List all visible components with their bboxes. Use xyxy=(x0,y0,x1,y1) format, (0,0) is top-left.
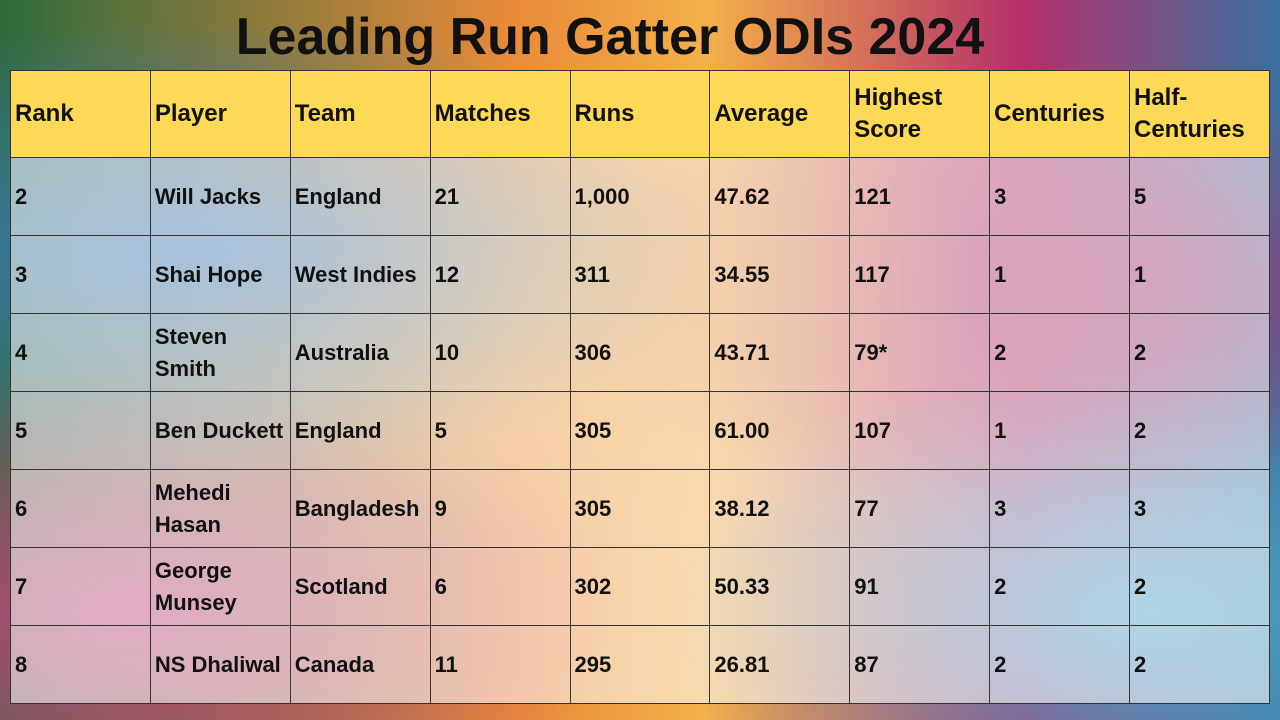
table-cell: Australia xyxy=(289,313,431,392)
table-cell: 1 xyxy=(1129,235,1270,314)
table-cell: 4 xyxy=(10,313,151,392)
table-cell: 6 xyxy=(429,547,571,626)
table-cell: 2 xyxy=(989,547,1130,626)
table-cell: 6 xyxy=(10,469,151,548)
table-cell: 3 xyxy=(989,157,1130,236)
table-cell: Bangladesh xyxy=(289,469,431,548)
table-cell: 2 xyxy=(1129,625,1270,704)
table-cell: Mehedi Hasan xyxy=(149,469,291,548)
table-cell: George Munsey xyxy=(149,547,291,626)
table-body: 2 Will Jacks England 21 1,000 47.62 121 3 5 3 Shai… xyxy=(10,157,1270,704)
table-cell: Steven Smith xyxy=(149,313,291,392)
table-row: 8 NS Dhaliwal Canada 11 295 26.81 87 2 2 xyxy=(10,625,1270,704)
table-cell: 21 xyxy=(429,157,571,236)
table-cell: NS Dhaliwal xyxy=(149,625,291,704)
table-row: 7 George Munsey Scotland 6 302 50.33 91 2 2 xyxy=(10,547,1270,626)
table-cell: 3 xyxy=(1129,469,1270,548)
table-cell: England xyxy=(289,391,431,470)
table-cell: 1,000 xyxy=(569,157,711,236)
column-header: Matches xyxy=(429,70,571,158)
table-cell: 61.00 xyxy=(709,391,851,470)
table-cell: 117 xyxy=(849,235,991,314)
column-header: Average xyxy=(709,70,851,158)
stats-table: Rank Player Team Matches Runs Average Highest … xyxy=(10,70,1270,704)
table-cell: 10 xyxy=(429,313,571,392)
table-row: 6 Mehedi Hasan Bangladesh 9 305 38.12 77 3 3 xyxy=(10,469,1270,548)
table-cell: 50.33 xyxy=(709,547,851,626)
column-header: Half-Centuries xyxy=(1129,70,1270,158)
table-cell: 5 xyxy=(1129,157,1270,236)
table-cell: 91 xyxy=(849,547,991,626)
column-header: Team xyxy=(289,70,431,158)
table-cell: 2 xyxy=(1129,547,1270,626)
table-cell: 302 xyxy=(569,547,711,626)
table-cell: 8 xyxy=(10,625,151,704)
table-cell: Canada xyxy=(289,625,431,704)
table-cell: 79* xyxy=(849,313,991,392)
table-cell: 47.62 xyxy=(709,157,851,236)
table-cell: 1 xyxy=(989,235,1130,314)
table-row: 4 Steven Smith Australia 10 306 43.71 79* 2 2 xyxy=(10,313,1270,392)
table-cell: 5 xyxy=(10,391,151,470)
table-cell: 1 xyxy=(989,391,1130,470)
table-cell: 38.12 xyxy=(709,469,851,548)
table-cell: 311 xyxy=(569,235,711,314)
table-cell: 7 xyxy=(10,547,151,626)
column-header: Rank xyxy=(10,70,151,158)
table-cell: 305 xyxy=(569,469,711,548)
table-cell: 2 xyxy=(989,625,1130,704)
table-cell: 26.81 xyxy=(709,625,851,704)
table-row: 3 Shai Hope West Indies 12 311 34.55 117 1 1 xyxy=(10,235,1270,314)
table-cell: 2 xyxy=(1129,313,1270,392)
table-cell: Shai Hope xyxy=(149,235,291,314)
table-row: 2 Will Jacks England 21 1,000 47.62 121 3 5 xyxy=(10,157,1270,236)
table-cell: 2 xyxy=(10,157,151,236)
title: Leading Run Gatter ODIs 2024 xyxy=(235,8,985,66)
table-cell: Scotland xyxy=(289,547,431,626)
table-cell: Ben Duckett xyxy=(149,391,291,470)
table-cell: 121 xyxy=(849,157,991,236)
table-cell: 11 xyxy=(429,625,571,704)
table-cell: 5 xyxy=(429,391,571,470)
table-cell: 43.71 xyxy=(709,313,851,392)
table-cell: 306 xyxy=(569,313,711,392)
table-cell: 295 xyxy=(569,625,711,704)
header-row: Rank Player Team Matches Runs Average Highest … xyxy=(10,70,1270,158)
table-head: Rank Player Team Matches Runs Average Highest … xyxy=(10,70,1270,158)
table-cell: 34.55 xyxy=(709,235,851,314)
table-cell: 3 xyxy=(10,235,151,314)
table-cell: 77 xyxy=(849,469,991,548)
table-cell: 107 xyxy=(849,391,991,470)
table-cell: 2 xyxy=(1129,391,1270,470)
table-row: 5 Ben Duckett England 5 305 61.00 107 1 2 xyxy=(10,391,1270,470)
table-cell: 2 xyxy=(989,313,1130,392)
table-cell: 9 xyxy=(429,469,571,548)
column-header: Highest Score xyxy=(849,70,991,158)
column-header: Centuries xyxy=(989,70,1130,158)
table-cell: 87 xyxy=(849,625,991,704)
table-cell: 12 xyxy=(429,235,571,314)
table-cell: 3 xyxy=(989,469,1130,548)
table-cell: Will Jacks xyxy=(149,157,291,236)
column-header: Player xyxy=(149,70,291,158)
column-header: Runs xyxy=(569,70,711,158)
table-cell: West Indies xyxy=(289,235,431,314)
table-cell: England xyxy=(289,157,431,236)
table-cell: 305 xyxy=(569,391,711,470)
